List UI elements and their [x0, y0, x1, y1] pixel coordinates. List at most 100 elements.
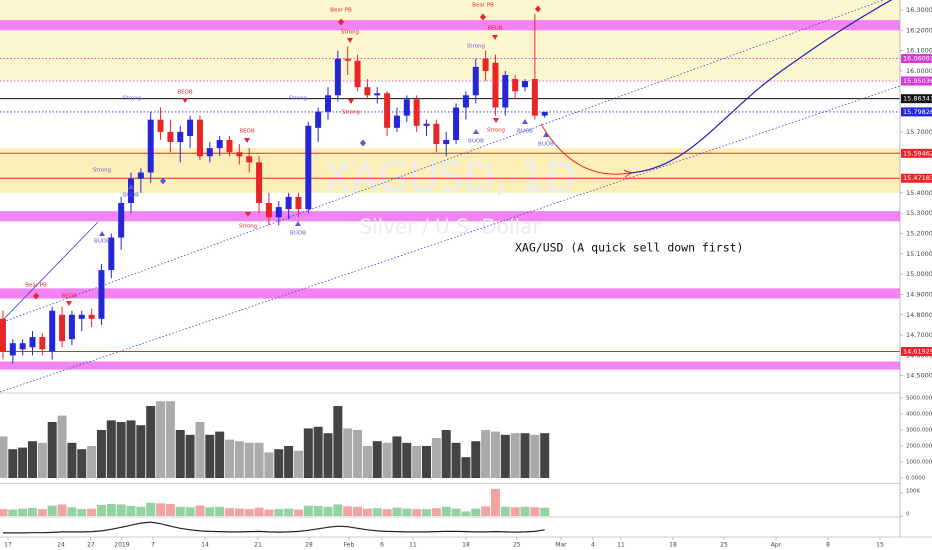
signal-marker	[338, 18, 344, 26]
histogram-bar	[372, 508, 382, 516]
x-tick-label: 6	[380, 542, 384, 549]
candle-body	[187, 119, 194, 136]
histogram-bar	[520, 506, 530, 516]
signal-label: Strong	[342, 110, 360, 116]
signal-marker	[244, 138, 250, 143]
level-label: 16.06091	[903, 55, 932, 63]
level-label: 15.59462	[903, 149, 932, 157]
histogram-bar	[47, 505, 57, 516]
volume-bar	[57, 415, 67, 478]
volume-bar	[382, 442, 392, 478]
volume-bar	[392, 436, 402, 478]
volume-bar	[87, 446, 97, 478]
y-tick-label: 3000.0000	[906, 428, 932, 434]
candle-body	[256, 162, 263, 204]
candle-body	[285, 196, 292, 210]
signal-label: Strong	[239, 224, 257, 230]
volume-bar	[264, 452, 274, 478]
histogram-bar	[77, 509, 87, 516]
histogram-bar	[57, 504, 67, 516]
level-label: 15.95036	[903, 77, 932, 85]
volume-bar	[96, 430, 106, 478]
candle-body	[295, 196, 302, 210]
candle-body	[364, 87, 371, 96]
histogram-bar	[540, 507, 550, 516]
candle-body	[216, 140, 223, 149]
volume-bar	[313, 426, 323, 478]
volume-bar	[195, 422, 205, 478]
histogram-bar	[284, 508, 294, 516]
volume-bar	[372, 441, 382, 478]
signal-marker	[492, 35, 498, 40]
y-tick-label: 5000.0000	[906, 396, 932, 402]
signal-marker	[535, 5, 541, 13]
histogram-bar	[165, 504, 175, 516]
x-tick-label: 4	[591, 542, 595, 549]
histogram-bar	[67, 507, 77, 516]
histogram-bar	[195, 505, 205, 516]
candle-body	[49, 310, 56, 352]
level-label: 15.47183	[903, 174, 932, 182]
histogram-bar	[431, 508, 441, 516]
x-tick-label: 18	[462, 542, 470, 549]
volume-bar	[431, 438, 441, 478]
histogram-bar	[303, 505, 313, 516]
x-tick-label: 11	[409, 542, 417, 549]
level-label: 15.79826	[903, 108, 932, 116]
histogram-bar	[333, 504, 343, 516]
trendline	[0, 221, 99, 324]
zone	[0, 211, 900, 222]
candle-body	[334, 58, 341, 96]
x-tick-label: 25	[513, 542, 521, 549]
y-tick-label: 14.80000	[906, 311, 932, 319]
candle-body	[177, 131, 184, 143]
level-label-box	[901, 94, 932, 104]
volume-bar	[500, 434, 510, 478]
y-tick-label: 100K	[906, 488, 920, 494]
candle-body	[265, 203, 272, 218]
histogram-bar	[136, 506, 146, 516]
signal-label: Strong	[487, 128, 505, 134]
x-tick-label: Apr	[771, 542, 782, 549]
annotation: XAG/USD (A quick sell down first)	[515, 241, 743, 255]
x-tick-label: 21	[254, 542, 262, 549]
histogram-bar	[451, 508, 461, 516]
histogram-bar	[490, 488, 500, 516]
volume-bar	[520, 433, 530, 478]
forecast-path	[629, 0, 893, 174]
x-tick-label: 18	[669, 542, 677, 549]
histogram-bar	[254, 507, 264, 516]
trendline	[0, 0, 885, 324]
level-label-box	[901, 76, 932, 86]
histogram-bar	[175, 506, 185, 516]
level-label-box	[901, 173, 932, 183]
x-tick-label: 7	[151, 542, 155, 549]
candle-body	[462, 95, 469, 108]
candle-body	[472, 66, 479, 96]
candle-body	[354, 60, 361, 88]
levels	[0, 58, 900, 352]
level-label-box	[901, 148, 932, 158]
signal-label: BEOB	[487, 26, 503, 32]
signal-label: Bear PB	[472, 3, 494, 9]
x-tick-label: 2019	[114, 542, 129, 549]
y-tick-label: 0	[906, 512, 910, 518]
signal-marker	[160, 177, 166, 185]
candle-body	[118, 203, 125, 238]
candle-body	[315, 111, 322, 128]
volume-bar	[333, 406, 343, 478]
x-tick-label: 17	[4, 542, 12, 549]
y-tick-label: 14.90000	[906, 290, 932, 298]
signal-marker	[348, 99, 354, 104]
candle-body	[128, 178, 135, 204]
volume-bar	[353, 430, 363, 478]
candle-body	[443, 140, 450, 145]
signal-marker	[480, 13, 486, 21]
volume-bar	[293, 450, 303, 478]
candle-body	[236, 152, 243, 157]
candle-body	[423, 123, 430, 126]
volume-bar	[215, 431, 225, 478]
y-tick-label: 16.20000	[906, 26, 932, 34]
signal-marker	[543, 132, 549, 137]
